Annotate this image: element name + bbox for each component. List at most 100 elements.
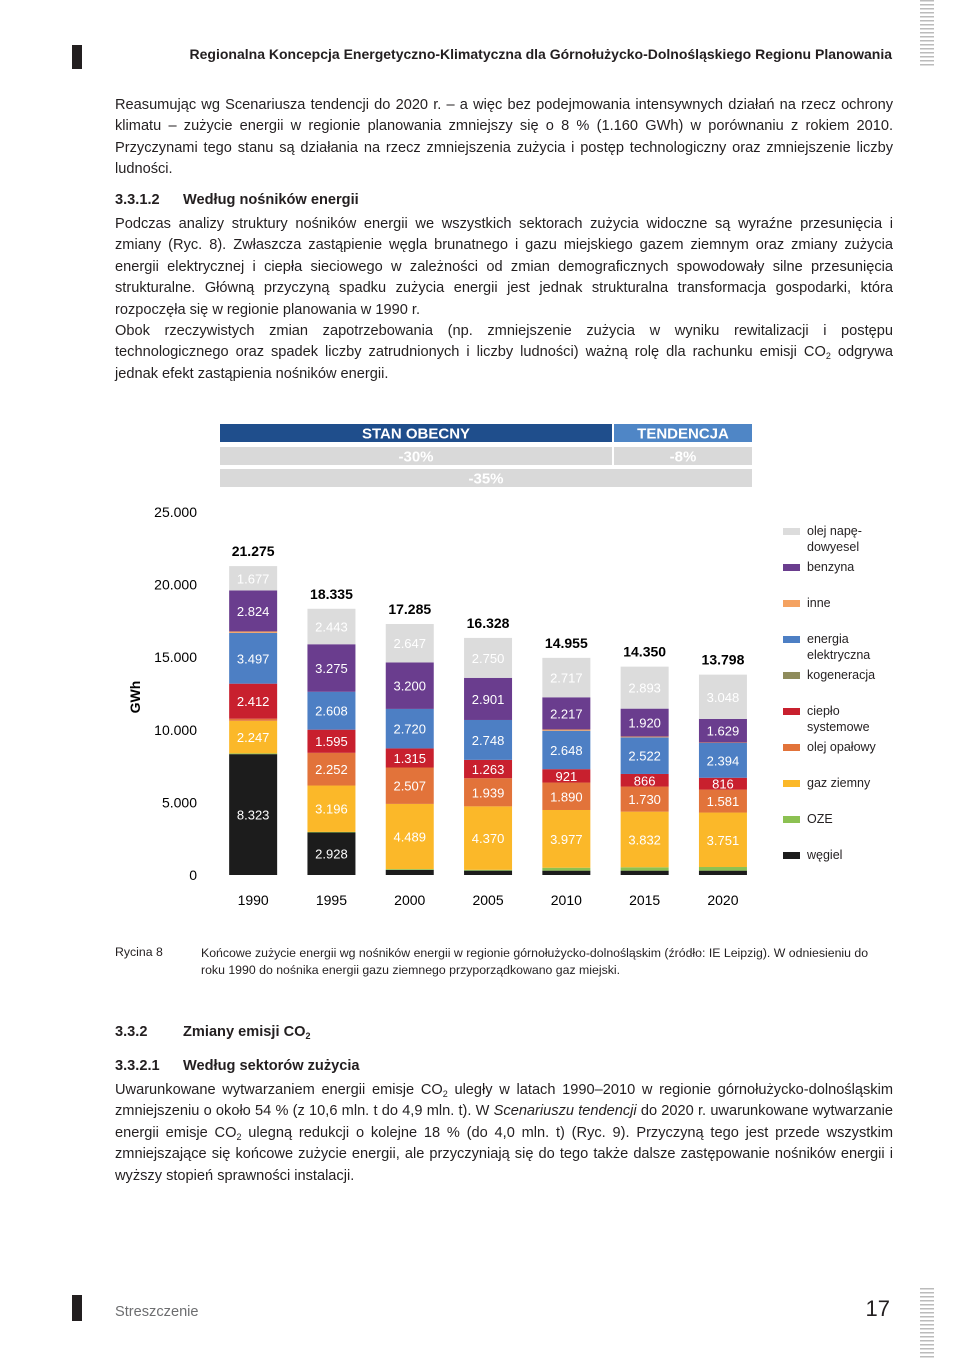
text-run: Uwarunkowane wytwarzaniem energii emisje… — [115, 1082, 443, 1098]
total-label: 14.350 — [623, 644, 666, 660]
chart: STAN OBECNY TENDENCJA -30% -8% -35% GWh 0 5.000… — [127, 424, 752, 908]
legend-label: olej napę-dowyesel — [807, 524, 862, 554]
bar-segment — [229, 683, 278, 719]
bar-segment — [307, 644, 356, 692]
bar-segment — [542, 657, 591, 698]
value-label: 3.196 — [315, 802, 348, 817]
legend-swatch — [783, 744, 800, 751]
bar-segment — [229, 720, 278, 754]
heading-title: Zmiany emisji CO2 — [183, 1024, 311, 1041]
y-tick-label: 20.000 — [154, 577, 197, 593]
bar-segment — [698, 742, 747, 778]
x-tick-label: 2015 — [629, 892, 660, 908]
bar-segment — [620, 737, 669, 774]
value-label: 2.247 — [237, 730, 270, 745]
value-label: 8.323 — [237, 808, 270, 823]
bar-segment — [542, 769, 591, 783]
bar-segment — [385, 869, 434, 875]
total-label: 21.275 — [232, 543, 275, 559]
bar-segment — [542, 697, 591, 730]
y-tick-label: 25.000 — [154, 504, 197, 520]
bar-segment — [385, 803, 434, 870]
legend-swatch — [783, 852, 800, 859]
subscript: 2 — [305, 1031, 311, 1041]
value-label: 2.443 — [315, 620, 348, 635]
bar-segment — [620, 708, 669, 737]
annotation-box — [220, 424, 612, 442]
legend-swatch — [783, 816, 800, 823]
legend-label: energia elektryczna — [807, 632, 871, 662]
value-label: 2.394 — [707, 753, 740, 768]
annotation-box — [614, 424, 752, 442]
bar-segment — [464, 759, 513, 779]
bar-segment — [620, 736, 669, 738]
bar-segment — [464, 806, 513, 870]
y-tick-label: 5.000 — [162, 794, 197, 810]
value-label: 1.595 — [315, 734, 348, 749]
total-label: 13.798 — [702, 652, 745, 668]
bar-segment — [307, 729, 356, 753]
bar-segment — [698, 870, 747, 875]
value-label: 2.252 — [315, 762, 348, 777]
paragraph: Obok rzeczywistych zmian zapotrzebowania… — [115, 321, 893, 385]
annotation: -8% — [670, 449, 697, 466]
heading-number: 3.3.2 — [115, 1024, 148, 1040]
bar-segment — [307, 831, 356, 833]
legend-swatch — [783, 528, 800, 535]
legend-label: benzyna — [807, 560, 855, 574]
caption-text: Końcowe zużycie energii wg nośników ener… — [201, 946, 869, 977]
x-tick-label: 2000 — [394, 892, 425, 908]
legend-label: ciepło systemowe — [807, 704, 870, 734]
bar-segment — [307, 691, 356, 730]
legend-swatch — [783, 636, 800, 643]
bar-segment — [464, 637, 513, 678]
legend-label: kogeneracja — [807, 668, 876, 682]
value-label: 3.497 — [237, 651, 270, 666]
bar-segment — [620, 867, 669, 871]
value-label: 2.901 — [472, 692, 505, 707]
value-label: 3.048 — [707, 690, 740, 705]
bar-segment — [542, 729, 591, 731]
legend-label: OZE — [807, 812, 833, 826]
bar-segment — [385, 869, 434, 870]
value-label: 2.720 — [393, 722, 426, 737]
x-tick-label: 1990 — [238, 892, 269, 908]
header-bar — [72, 45, 82, 69]
bar-segment — [464, 677, 513, 720]
x-tick-label: 2010 — [551, 892, 582, 908]
footer-bar — [72, 1295, 82, 1321]
value-label: 1.629 — [707, 724, 740, 739]
value-label: 816 — [712, 777, 734, 792]
bar-segment — [698, 812, 747, 868]
text-run: Według sektorów zużycia — [183, 1058, 360, 1074]
edge-marks — [918, 0, 936, 66]
bar-segment — [229, 631, 278, 633]
x-tick-label: 2005 — [472, 892, 503, 908]
x-tick-label: 1995 — [316, 892, 347, 908]
total-label: 14.955 — [545, 635, 588, 651]
bar-segment — [542, 730, 591, 770]
text-run: do 2020 r. uwarunkowane wytwarzanie ener… — [115, 1103, 893, 1141]
bar-segment — [307, 832, 356, 875]
value-label: 2.928 — [315, 847, 348, 862]
bar-segment — [385, 708, 434, 749]
value-label: 4.489 — [393, 830, 426, 845]
text-run: ulegną redukcji o kolejne 18 % (do 4,0 m… — [115, 1124, 894, 1184]
legend-swatch — [783, 672, 800, 679]
total-label: 17.285 — [388, 601, 431, 617]
subscript: 2 — [442, 1089, 448, 1099]
y-axis-label: GWh — [127, 681, 143, 714]
bar-segment — [464, 869, 513, 871]
value-label: 921 — [555, 769, 577, 784]
value-label: 3.200 — [393, 679, 426, 694]
emphasis: Scenariuszu tendencji — [493, 1103, 637, 1120]
value-label: 4.370 — [472, 831, 505, 846]
legend-swatch — [783, 600, 800, 607]
bar-segment — [307, 785, 356, 832]
annotation-box — [220, 469, 752, 487]
annotation-box — [614, 447, 752, 465]
bar-segment — [542, 867, 591, 871]
value-label: 2.217 — [550, 706, 583, 721]
bar-segment — [464, 719, 513, 760]
